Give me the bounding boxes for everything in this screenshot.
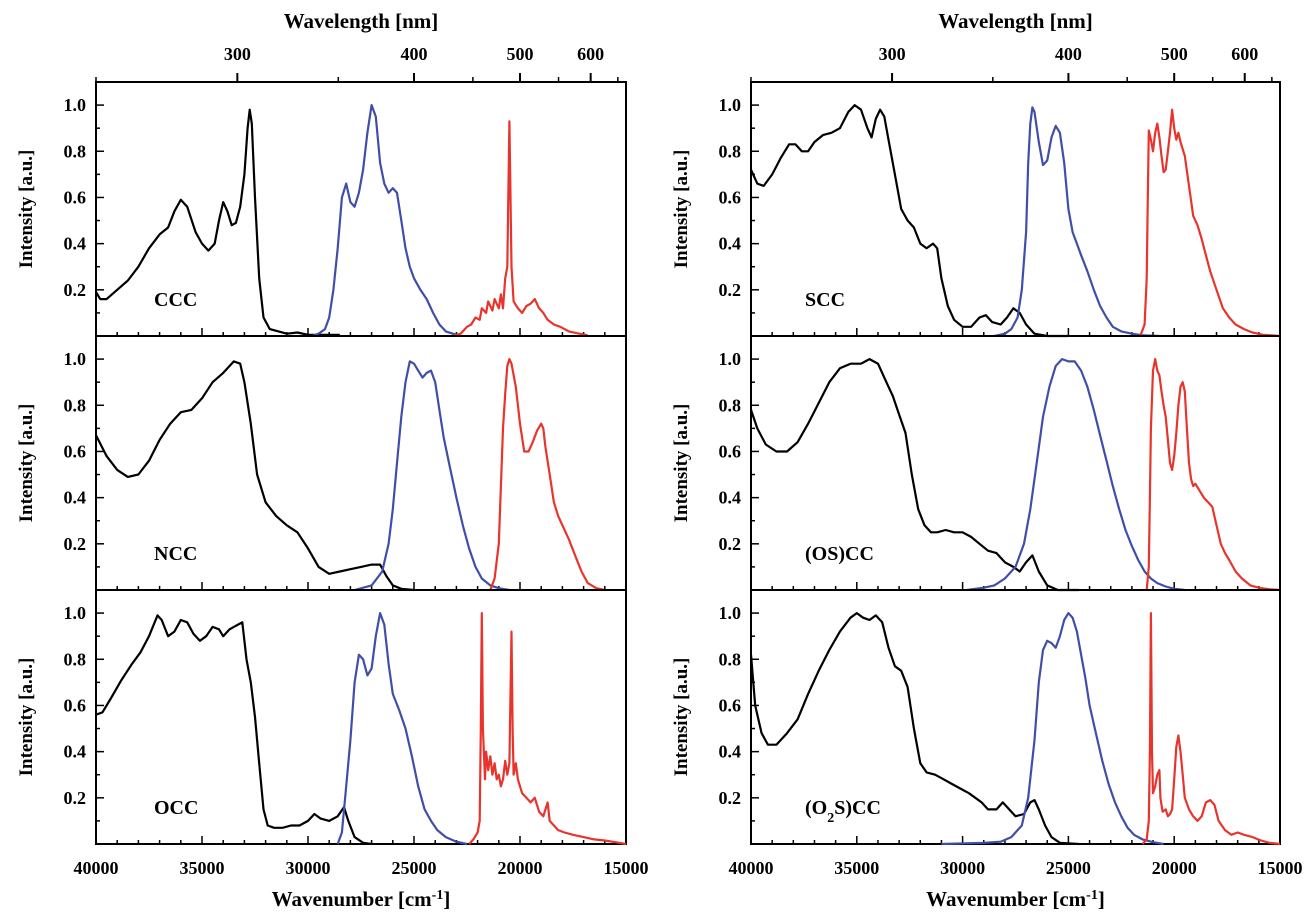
y-tick-label: 1.0 bbox=[719, 603, 742, 623]
panel-label: (O2S)CC bbox=[805, 797, 881, 826]
spectrum-line-2 bbox=[451, 120, 589, 338]
y-tick-label: 1.0 bbox=[719, 349, 742, 369]
top-axis-title: Wavelength [nm] bbox=[284, 9, 439, 33]
top-tick-label: 400 bbox=[401, 44, 428, 64]
y-tick-label: 1.0 bbox=[64, 603, 87, 623]
top-axis-title: Wavelength [nm] bbox=[938, 9, 1093, 33]
panel-frame bbox=[750, 589, 1281, 845]
top-tick-label: 600 bbox=[1231, 44, 1258, 64]
x-tick-label: 25000 bbox=[392, 858, 437, 878]
spectrum-line-2 bbox=[489, 358, 606, 592]
panel-oscc: 0.2 0.4 0.6 0.8 1.0 Intensity [a.u.] (OS)CC bbox=[671, 335, 1281, 592]
chart-left: Wavelength [nm] 300 400 500 600 0.2 0.4 0.6 0.8 1… bbox=[16, 9, 649, 911]
y-tick-label: 0.4 bbox=[719, 488, 742, 508]
y-tick-label: 1.0 bbox=[64, 349, 87, 369]
x-tick-label: 35000 bbox=[834, 858, 879, 878]
y-axis-label: Intensity [a.u.] bbox=[671, 404, 692, 523]
y-axis-label: Intensity [a.u.] bbox=[671, 658, 692, 777]
y-tick-label: 0.6 bbox=[64, 187, 87, 207]
panel-ncc: 0.2 0.4 0.6 0.8 1.0 Intensity [a.u.] NCC bbox=[16, 335, 627, 592]
y-tick-label: 0.4 bbox=[719, 234, 742, 254]
spectrum-line-1 bbox=[966, 358, 1185, 592]
y-tick-label: 0.6 bbox=[64, 695, 87, 715]
spectrum-line-1 bbox=[311, 104, 457, 338]
y-tick-label: 0.2 bbox=[719, 280, 742, 300]
panel-o2scc: 0.2 0.4 0.6 0.8 1.0 Intensity [a.u.] (O2S)CC bbox=[671, 589, 1281, 846]
x-tick-label: 20000 bbox=[498, 858, 543, 878]
spectrum-line-1 bbox=[336, 612, 468, 846]
y-tick-label: 0.2 bbox=[719, 534, 742, 554]
spectrum-line-2 bbox=[468, 612, 627, 846]
spectrum-line-0 bbox=[95, 360, 415, 592]
panel-label: NCC bbox=[154, 543, 197, 565]
panel-occ: 0.2 0.4 0.6 0.8 1.0 Intensity [a.u.] OCC bbox=[16, 589, 627, 846]
y-tick-label: 0.2 bbox=[719, 788, 742, 808]
spectrum-line-0 bbox=[749, 612, 1080, 846]
y-tick-label: 1.0 bbox=[719, 95, 742, 115]
spectrum-line-0 bbox=[749, 104, 1069, 338]
x-tick-label: 15000 bbox=[604, 858, 649, 878]
top-tick-label: 600 bbox=[577, 44, 604, 64]
panel-label: CCC bbox=[154, 289, 197, 311]
bottom-axis-title: Wavenumber [cm-1] bbox=[926, 887, 1105, 911]
spectrum-line-0 bbox=[749, 358, 1079, 592]
y-tick-label: 0.8 bbox=[719, 649, 742, 669]
spectrum-line-2 bbox=[1141, 612, 1281, 846]
x-tick-label: 35000 bbox=[180, 858, 225, 878]
x-tick-label: 40000 bbox=[74, 858, 119, 878]
top-tick-label: 400 bbox=[1055, 44, 1082, 64]
y-tick-label: 0.8 bbox=[64, 649, 87, 669]
y-tick-label: 0.8 bbox=[719, 395, 742, 415]
spectrum-line-0 bbox=[95, 108, 340, 336]
spectrum-line-2 bbox=[1145, 358, 1281, 592]
y-tick-label: 0.4 bbox=[64, 742, 87, 762]
x-tick-label: 40000 bbox=[729, 858, 774, 878]
spectrum-line-1 bbox=[994, 106, 1160, 338]
top-tick-label: 500 bbox=[507, 44, 534, 64]
bottom-axis-title: Wavenumber [cm-1] bbox=[272, 887, 451, 911]
top-tick-label: 300 bbox=[879, 44, 906, 64]
panel-label: OCC bbox=[154, 797, 198, 819]
y-axis-label: Intensity [a.u.] bbox=[16, 658, 37, 777]
y-tick-label: 1.0 bbox=[64, 95, 87, 115]
spectrum-line-2 bbox=[1139, 108, 1281, 338]
x-tick-label: 30000 bbox=[286, 858, 331, 878]
y-tick-label: 0.4 bbox=[64, 488, 87, 508]
y-tick-label: 0.8 bbox=[64, 141, 87, 161]
panel-frame bbox=[95, 589, 627, 845]
x-tick-label: 25000 bbox=[1046, 858, 1091, 878]
y-tick-label: 0.4 bbox=[719, 742, 742, 762]
y-tick-label: 0.8 bbox=[64, 395, 87, 415]
y-axis-label: Intensity [a.u.] bbox=[16, 150, 37, 269]
y-axis-label: Intensity [a.u.] bbox=[16, 404, 37, 523]
top-tick-label: 500 bbox=[1161, 44, 1188, 64]
spectrum-line-1 bbox=[354, 360, 510, 592]
y-tick-label: 0.2 bbox=[64, 280, 87, 300]
x-tick-label: 15000 bbox=[1258, 858, 1303, 878]
x-tick-label: 20000 bbox=[1152, 858, 1197, 878]
spectrum-line-0 bbox=[95, 614, 372, 846]
panel-ccc: 0.2 0.4 0.6 0.8 1.0 Intensity [a.u.] CCC bbox=[16, 81, 627, 338]
panel-label: SCC bbox=[805, 289, 845, 311]
x-tick-label: 30000 bbox=[940, 858, 985, 878]
y-tick-label: 0.6 bbox=[719, 695, 742, 715]
y-tick-label: 0.6 bbox=[64, 441, 87, 461]
y-tick-label: 0.8 bbox=[719, 141, 742, 161]
top-tick-label: 300 bbox=[224, 44, 251, 64]
y-axis-label: Intensity [a.u.] bbox=[671, 150, 692, 269]
y-tick-label: 0.6 bbox=[719, 441, 742, 461]
panel-label: (OS)CC bbox=[805, 543, 874, 565]
panel-scc: 0.2 0.4 0.6 0.8 1.0 Intensity [a.u.] SCC bbox=[671, 81, 1281, 338]
y-tick-label: 0.4 bbox=[64, 234, 87, 254]
y-tick-label: 0.6 bbox=[719, 187, 742, 207]
chart-right: Wavelength [nm] 300 400 500 600 0.2 0.4 0.6 0.8 1… bbox=[671, 9, 1303, 911]
spectrum-line-1 bbox=[941, 612, 1164, 846]
y-tick-label: 0.2 bbox=[64, 534, 87, 554]
y-tick-label: 0.2 bbox=[64, 788, 87, 808]
